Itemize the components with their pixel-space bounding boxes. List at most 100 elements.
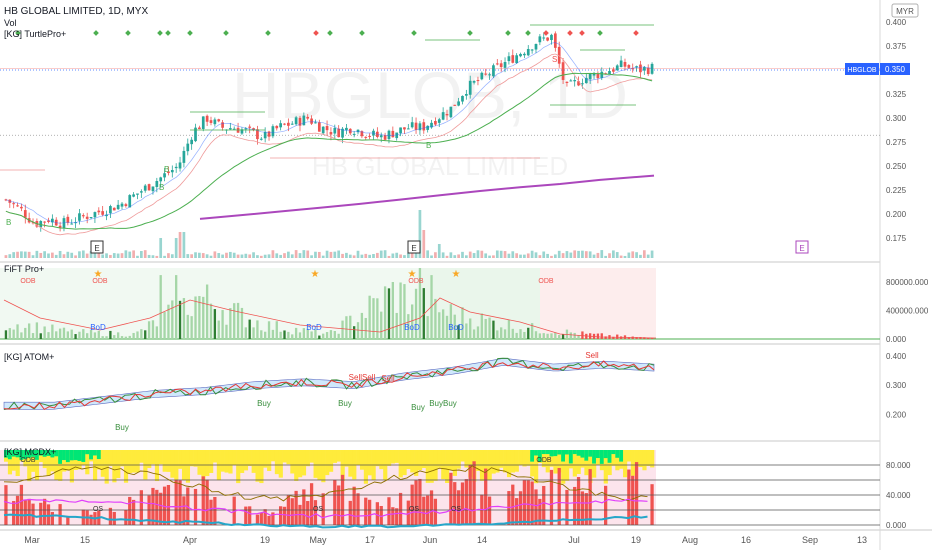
mcdx-green-bar — [65, 450, 71, 463]
fift-bar — [275, 321, 278, 339]
fift-title[interactable]: FiFT Pro+ — [4, 264, 44, 274]
atom-tick-label: 0.300 — [886, 381, 907, 390]
mcdx-yellow-bar — [410, 450, 415, 473]
fift-bar — [538, 333, 542, 339]
fift-bar — [78, 331, 81, 339]
candle — [43, 221, 46, 223]
atom-buy-label: BuyBuy — [429, 399, 457, 408]
mcdx-yellow-bar — [166, 450, 171, 472]
currency-box[interactable] — [891, 3, 919, 18]
mcdx-yellow-bar — [263, 450, 268, 468]
volume-bar — [62, 254, 66, 258]
candle — [565, 81, 569, 83]
mcdx-yellow-bar — [7, 450, 13, 475]
volume-bar — [167, 253, 170, 258]
mcdx-yellow-bar — [85, 450, 90, 475]
mcdx-pane[interactable]: OS OS OS OS ODB ODB — [0, 450, 880, 529]
fift-bar — [441, 309, 445, 339]
symbol-title[interactable]: HB GLOBAL LIMITED, 1D, MYX — [4, 6, 148, 17]
volume-bar — [441, 252, 445, 258]
mcdx-yellow-bar — [572, 450, 577, 477]
volume-bar — [553, 254, 557, 258]
mcdx-red-bar — [456, 490, 461, 525]
mcdx-red-bar — [306, 501, 310, 525]
volume-bar — [619, 255, 623, 258]
fift-bar — [472, 329, 476, 339]
fift-bar — [283, 330, 286, 339]
volume-bar — [639, 254, 642, 258]
fift-bar — [329, 330, 333, 339]
mcdx-yellow-bar — [352, 450, 357, 480]
volume-bar — [101, 254, 105, 258]
candle — [58, 225, 62, 228]
mcdx-yellow-bar — [499, 450, 504, 468]
ticker-badge — [845, 63, 879, 75]
ma-short-lower-line — [5, 53, 653, 236]
mcdx-red-bar — [487, 496, 492, 525]
candle — [47, 220, 50, 222]
bod-label: BoD — [306, 323, 322, 332]
volume-bar — [453, 255, 457, 258]
mcdx-red-bar — [279, 506, 283, 525]
volume-bar — [635, 252, 638, 258]
mcdx-yellow-bar — [518, 450, 523, 466]
fift-bar — [647, 337, 650, 339]
volume-bar — [507, 253, 511, 258]
mcdx-red-bar — [201, 476, 205, 525]
candle — [155, 181, 159, 187]
volume-bar — [360, 254, 364, 258]
mcdx-green-bar — [89, 450, 94, 460]
volume-bar — [596, 252, 600, 258]
mcdx-red-bar — [248, 506, 252, 525]
mcdx-red-bar — [205, 479, 209, 525]
atom-title[interactable]: [KG] ATOM+ — [4, 352, 54, 362]
mcdx-banker-line — [3, 465, 648, 502]
fift-bar — [542, 333, 545, 339]
candle — [128, 195, 132, 208]
fift-bar — [376, 298, 379, 339]
mcdx-yellow-bar — [27, 450, 32, 482]
candle — [352, 133, 356, 135]
volume-bar — [499, 250, 503, 258]
candle — [639, 64, 642, 73]
mcdx-yellow-bar — [332, 450, 338, 463]
currency-label: MYR — [896, 7, 914, 16]
candle — [472, 81, 476, 83]
fift-bar — [260, 330, 263, 339]
candle — [279, 123, 282, 128]
mcdx-yellow-bar — [120, 450, 125, 467]
mcdx-yellow-bar — [267, 450, 272, 472]
volume-bar — [201, 253, 205, 258]
volume-bar — [464, 255, 468, 258]
mcdx-yellow-bar — [336, 450, 341, 462]
candle — [457, 101, 460, 106]
fift-bar — [368, 295, 371, 339]
mcdx-red-bar — [151, 487, 155, 525]
fift-bar — [4, 330, 8, 339]
candle — [66, 216, 70, 223]
turtle-indicator-label[interactable]: [KG] TurtlePro+ — [4, 29, 66, 39]
mcdx-title[interactable]: [KG] MCDX+ — [4, 447, 56, 457]
x-tick-label: Sep — [802, 535, 818, 545]
mcdx-yellow-bar — [557, 450, 562, 473]
volume-bar — [542, 251, 546, 258]
fift-bar — [577, 335, 580, 339]
volume-bar — [538, 255, 542, 258]
mcdx-yellow-bar — [565, 450, 570, 481]
fift-bar — [35, 322, 39, 339]
volume-bar — [221, 254, 224, 258]
candle — [221, 122, 224, 128]
fift-bar — [302, 328, 306, 339]
vol-indicator-label[interactable]: Vol — [4, 18, 17, 28]
fift-pane[interactable]: ★ ★ ★ ★ BoD BoD BoD BoD ODB ODB ODB ODB — [0, 268, 880, 340]
volume-bar — [252, 252, 255, 258]
mcdx-yellow-bar — [278, 450, 283, 478]
mcdx-yellow-bar — [534, 450, 539, 484]
fift-bar — [213, 309, 217, 339]
mcdx-yellow-bar — [491, 450, 496, 474]
fift-bar — [229, 308, 232, 339]
